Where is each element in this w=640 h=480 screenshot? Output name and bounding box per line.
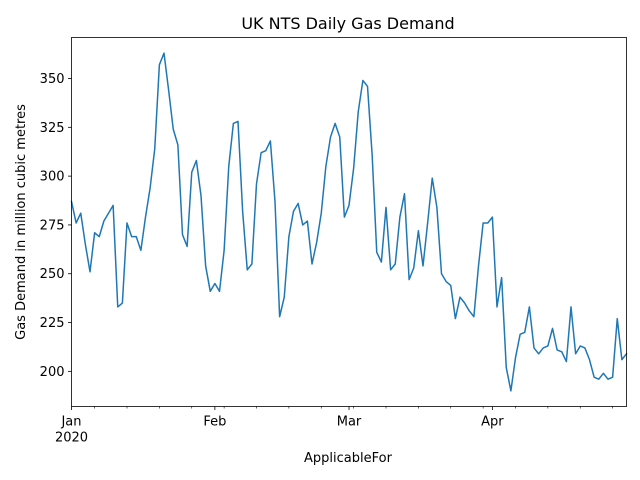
y-axis: 200 225 250 275 300 325 350 — [40, 72, 72, 380]
y-tick-label: 250 — [40, 267, 65, 282]
y-tick-label: 350 — [40, 72, 65, 87]
x-tick-label: Apr — [481, 415, 504, 430]
y-tick-label: 200 — [40, 365, 65, 380]
y-tick-label: 325 — [40, 121, 65, 136]
y-axis-label: Gas Demand in million cubic metres — [14, 104, 29, 340]
y-tick-label: 225 — [40, 316, 65, 331]
x-tick-year-label: 2020 — [55, 431, 88, 446]
x-tick-label: Feb — [203, 415, 226, 430]
chart-title: UK NTS Daily Gas Demand — [241, 14, 454, 33]
plot-frame — [71, 37, 627, 407]
y-tick-label: 300 — [40, 170, 65, 185]
series-line — [70, 52, 628, 392]
x-tick-label: Mar — [337, 415, 362, 430]
x-tick-label: Jan — [60, 415, 81, 430]
y-tick-label: 275 — [40, 218, 65, 233]
x-axis-label: ApplicableFor — [304, 451, 393, 466]
